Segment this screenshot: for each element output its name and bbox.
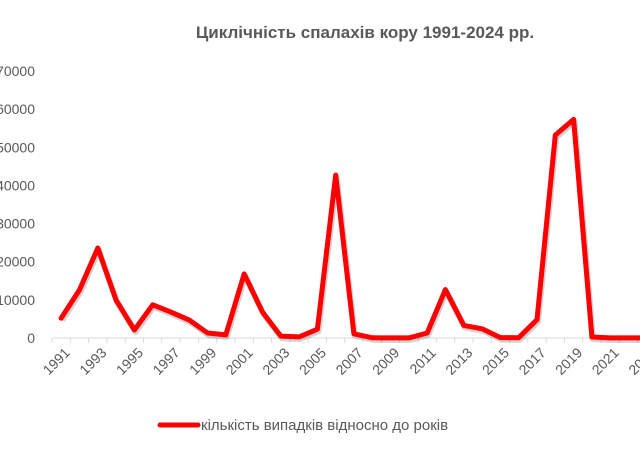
y-tick-label: 60000 bbox=[0, 101, 35, 117]
x-tick-label: 2011 bbox=[406, 344, 439, 377]
y-axis: 0 10000 20000 30000 40000 50000 60000 70000 bbox=[0, 63, 35, 346]
x-tick-label: 1999 bbox=[186, 344, 219, 377]
y-tick-label: 50000 bbox=[0, 139, 35, 155]
x-tick-label: 1997 bbox=[149, 344, 182, 377]
y-tick-label: 10000 bbox=[0, 292, 35, 308]
x-tick-label: 1993 bbox=[76, 344, 109, 377]
y-tick-label: 20000 bbox=[0, 254, 35, 270]
chart-title: Циклічність спалахів кору 1991-2024 рр. bbox=[196, 23, 534, 42]
x-tick-label: 2001 bbox=[223, 344, 256, 377]
x-tick-label: 2003 bbox=[259, 344, 292, 377]
x-tick-label: 2019 bbox=[552, 344, 585, 377]
x-tick-label: 2023 bbox=[625, 344, 640, 377]
y-tick-label: 70000 bbox=[0, 63, 35, 79]
x-tick-label: 1991 bbox=[40, 344, 73, 377]
x-tick-label: 2009 bbox=[369, 344, 402, 377]
series-line bbox=[58, 116, 640, 341]
x-tick-label: 2021 bbox=[589, 344, 622, 377]
x-axis: 1991 1993 1995 1997 1999 2001 2003 2005 2007 2009… bbox=[40, 337, 640, 378]
x-tick-label: 2017 bbox=[515, 344, 548, 377]
x-tick-label: 2013 bbox=[442, 344, 475, 377]
x-tick-label: 2007 bbox=[332, 344, 365, 377]
series-group bbox=[58, 116, 640, 343]
legend-label: кількість випадків відносно до років bbox=[201, 417, 448, 434]
y-tick-label: 40000 bbox=[0, 177, 35, 193]
x-tick-label: 2015 bbox=[479, 344, 512, 377]
x-tick-label: 2005 bbox=[296, 344, 329, 377]
legend: кількість випадків відносно до років bbox=[157, 417, 448, 434]
y-tick-label: 30000 bbox=[0, 216, 35, 232]
x-tick-label: 1995 bbox=[113, 344, 146, 377]
y-tick-label: 0 bbox=[27, 330, 35, 346]
